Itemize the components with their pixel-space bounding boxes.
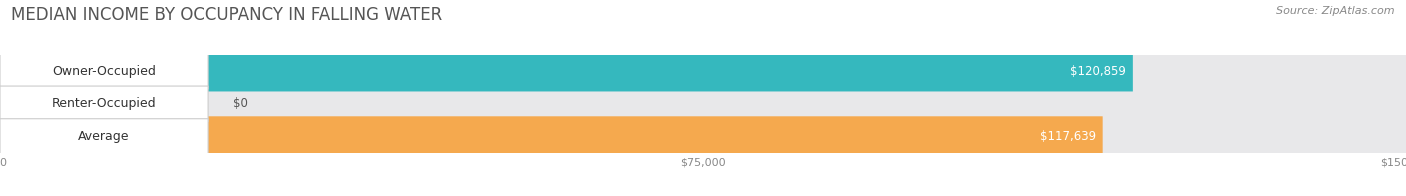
- Text: $117,639: $117,639: [1039, 130, 1095, 143]
- Text: Owner-Occupied: Owner-Occupied: [52, 65, 156, 78]
- FancyBboxPatch shape: [0, 116, 1102, 157]
- Text: Renter-Occupied: Renter-Occupied: [52, 97, 156, 110]
- FancyBboxPatch shape: [0, 84, 1406, 124]
- FancyBboxPatch shape: [0, 86, 208, 122]
- FancyBboxPatch shape: [0, 53, 208, 89]
- Text: Average: Average: [79, 130, 129, 143]
- Text: Source: ZipAtlas.com: Source: ZipAtlas.com: [1277, 6, 1395, 16]
- Text: $120,859: $120,859: [1070, 65, 1126, 78]
- FancyBboxPatch shape: [0, 51, 1133, 92]
- FancyBboxPatch shape: [0, 119, 208, 154]
- FancyBboxPatch shape: [0, 51, 1406, 92]
- Text: MEDIAN INCOME BY OCCUPANCY IN FALLING WATER: MEDIAN INCOME BY OCCUPANCY IN FALLING WA…: [11, 6, 443, 24]
- FancyBboxPatch shape: [0, 116, 1406, 157]
- Text: $0: $0: [233, 97, 249, 110]
